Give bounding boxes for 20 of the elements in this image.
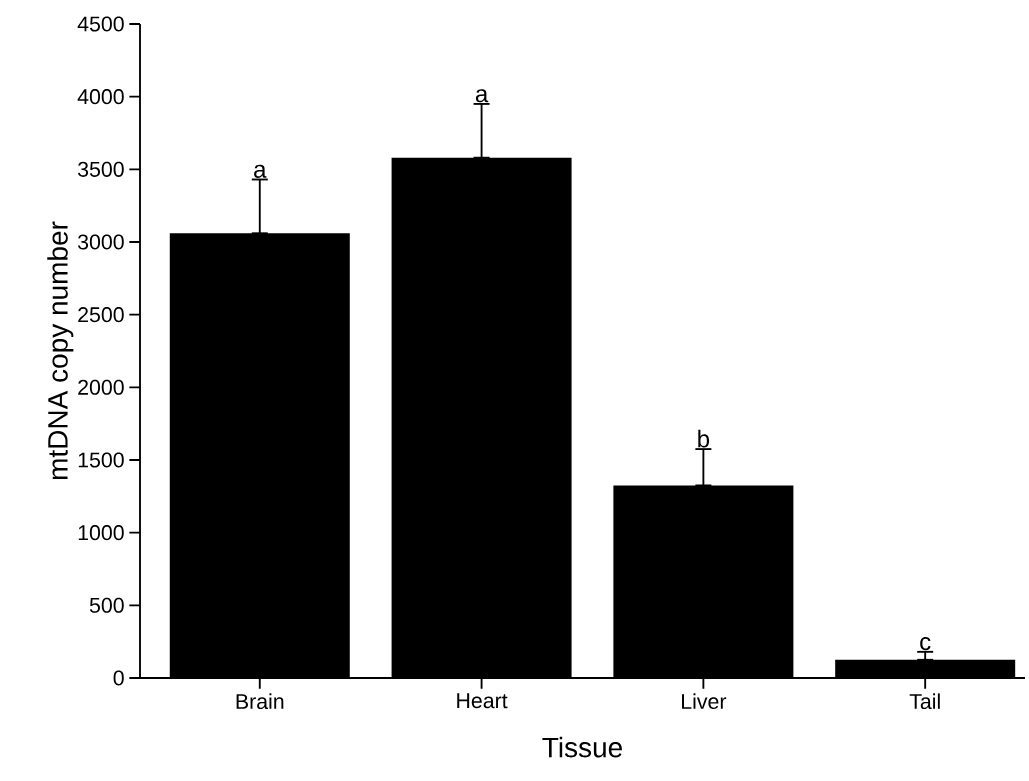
x-tick-label: Heart (457, 693, 508, 709)
y-tick-label: 0 (113, 670, 124, 686)
y-tick-label: 4500 (77, 16, 124, 32)
y-tick-label: 4000 (77, 89, 124, 105)
x-tick-label: Liver (682, 693, 727, 710)
y-tick-label: 500 (89, 597, 124, 613)
annotation: a (475, 89, 489, 103)
y-tick-label: 2000 (78, 379, 124, 395)
x-axis-title: Tissue (542, 736, 622, 758)
annotation: b (698, 429, 710, 448)
y-tick-label: 2500 (78, 307, 124, 323)
y-axis-title: mtDNA copy number (47, 221, 74, 480)
y-tick-label: 1500 (78, 452, 124, 468)
x-tick-label: Tail (909, 693, 940, 710)
y-tick-label: 3000 (77, 234, 124, 250)
annotation: c (920, 637, 931, 651)
y-tick-label: 3500 (77, 161, 124, 177)
annotation: a (254, 164, 267, 178)
y-tick-label: 1000 (78, 525, 124, 541)
x-tick-label: Brain (236, 693, 284, 710)
